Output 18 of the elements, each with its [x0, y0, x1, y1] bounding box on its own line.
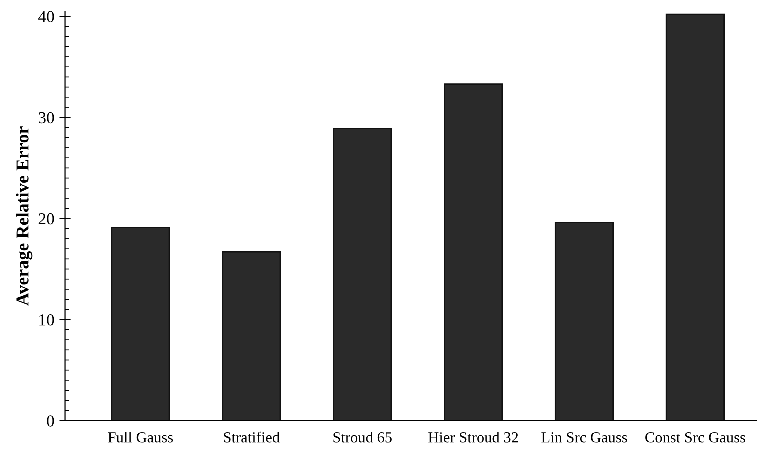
y-tick-label: 10 — [40, 314, 54, 326]
x-tick-label: Stroud 65 — [334, 432, 392, 443]
bar — [444, 84, 504, 421]
bar — [333, 128, 392, 421]
x-tick-label: Lin Src Gauss — [542, 432, 628, 443]
x-tick-label: Full Gauss — [108, 432, 174, 443]
x-tick-label: Stratified — [224, 432, 280, 443]
y-tick-label: 20 — [38, 213, 54, 225]
y-axis-title: Average Relative Error — [16, 126, 33, 306]
x-tick-label: Hier Stroud 32 — [428, 432, 518, 443]
y-tick-label: 0 — [47, 416, 54, 427]
bar — [666, 14, 725, 421]
y-tick-label: 40 — [38, 11, 54, 22]
bar — [554, 222, 614, 421]
bar — [111, 227, 170, 421]
bar — [222, 251, 282, 421]
x-tick-label: Const Src Gauss — [646, 432, 746, 443]
y-tick-label: 30 — [38, 112, 54, 124]
